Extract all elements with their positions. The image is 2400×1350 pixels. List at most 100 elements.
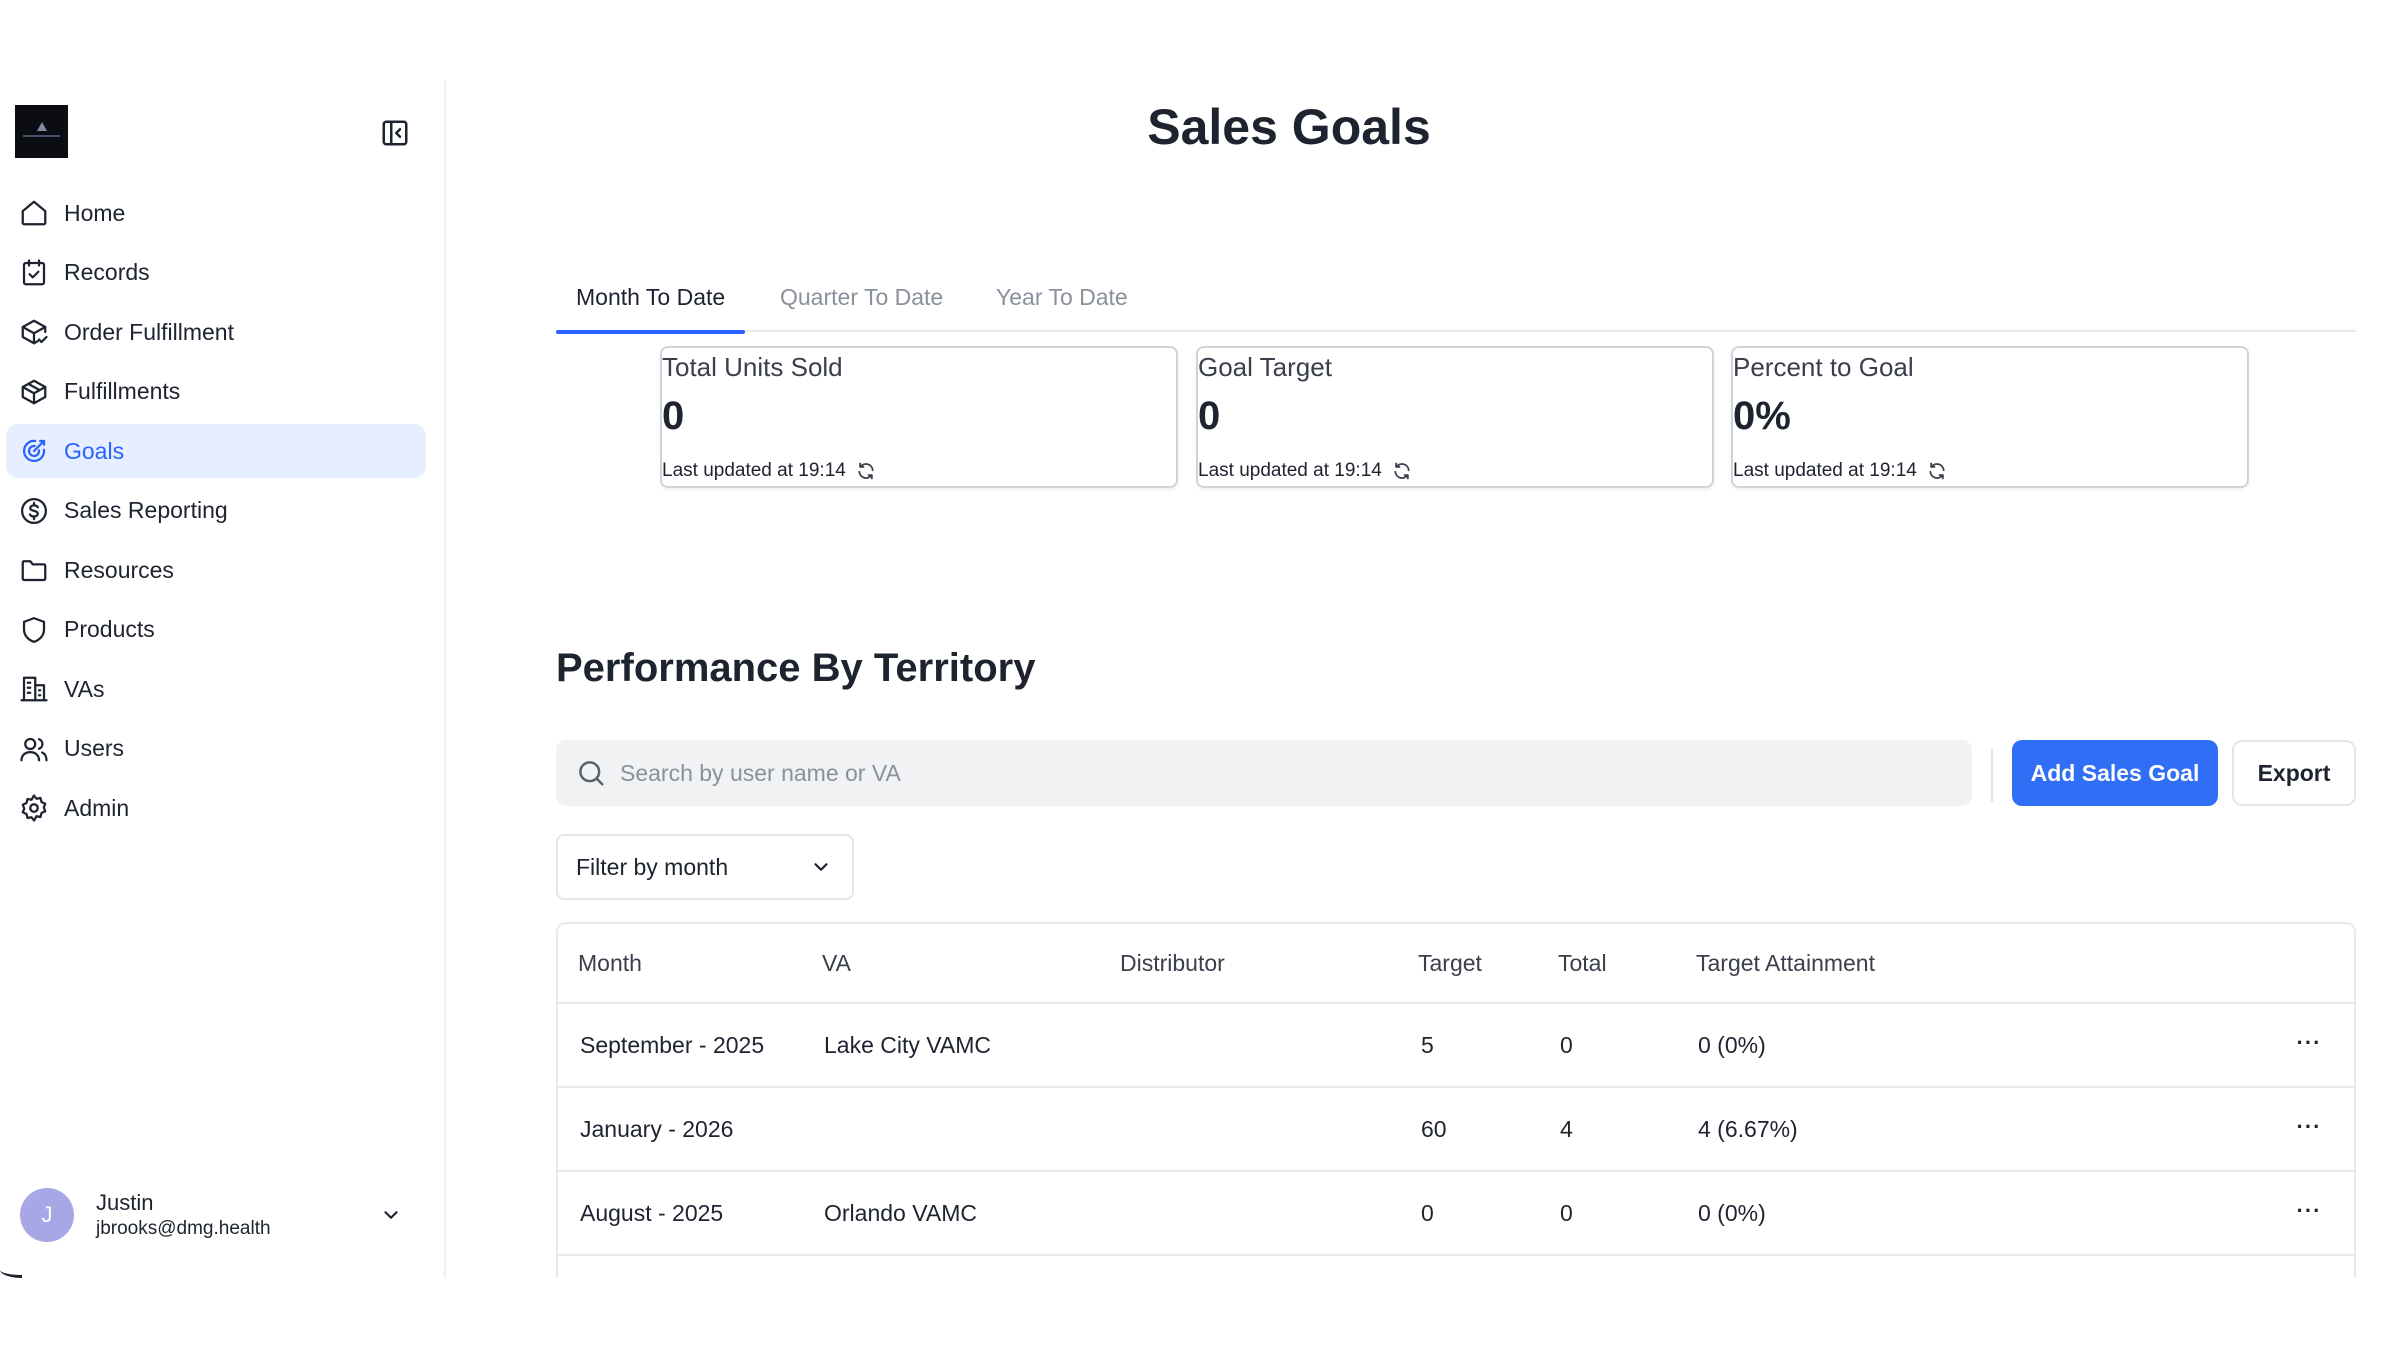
stat-updated-text: Last updated at 19:14 [662,460,846,481]
sidebar-collapse-icon [382,120,408,146]
stat-card-percent-to-goal: Percent to Goal 0% Last updated at 19:14 [1731,346,2249,488]
sidebar-item-admin[interactable]: Admin [6,781,426,835]
cell-target-attainment: 4 (6.67%) [1698,1115,1798,1142]
chevron-down-icon[interactable] [376,1200,406,1230]
filter-label: Filter by month [576,853,729,880]
stat-label: Goal Target [1198,352,1332,382]
cell-month: January - 2026 [580,1115,734,1142]
main-content: Sales Goals Month To Date Quarter To Dat… [448,80,2400,1282]
export-button[interactable]: Export [2232,740,2356,806]
page-title: Sales Goals [448,98,2400,156]
cell-total: 0 [1560,1199,1573,1226]
home-icon [18,197,50,229]
sidebar-item-label: Resources [64,556,174,583]
tab-year-to-date[interactable]: Year To Date [996,276,1128,332]
tab-label: Month To Date [576,284,726,310]
sidebar-item-records[interactable]: Records [6,246,426,300]
cell-target-attainment: 0 (0%) [1698,1031,1766,1058]
stat-value: 0 [662,394,685,438]
table-row[interactable]: January - 2026 60 4 4 (6.67%) ··· [558,1088,2354,1172]
tab-month-to-date[interactable]: Month To Date [556,276,746,334]
table-header: Month VA Distributor Target Total Target… [558,924,2354,1004]
tab-label: Quarter To Date [780,284,944,310]
users-icon [18,733,50,765]
toolbar-divider [1991,748,1993,802]
sidebar-item-goals[interactable]: Goals [6,424,426,478]
building-icon [18,673,50,705]
page-footer-space [0,1278,2400,1350]
sidebar-item-order-fulfillment[interactable]: Order Fulfillment [6,305,426,359]
more-options-icon[interactable]: ··· [2296,1198,2322,1223]
cell-va: Orlando VAMC [824,1199,977,1226]
cell-total: 4 [1560,1115,1573,1142]
folder-icon [18,554,50,586]
sidebar-collapse-button[interactable] [378,116,412,150]
package-icon [18,376,50,408]
stat-label: Percent to Goal [1733,352,1914,382]
stat-updated-text: Last updated at 19:14 [1198,460,1382,481]
user-info: Justin jbrooks@dmg.health [96,1189,376,1241]
column-header-target-attainment: Target Attainment [1696,949,1875,976]
sidebar-item-vas[interactable]: VAs [6,662,426,716]
table-row[interactable]: August - 2025 Orlando VAMC 0 0 0 (0%) ··… [558,1172,2354,1256]
more-options-icon[interactable]: ··· [2296,1030,2322,1055]
sidebar-item-label: Goals [64,437,125,464]
cell-target: 5 [1421,1031,1434,1058]
cell-month: September - 2025 [580,1031,765,1058]
stat-card-goal-target: Goal Target 0 Last updated at 19:14 [1196,346,1714,488]
tab-quarter-to-date[interactable]: Quarter To Date [780,276,943,332]
sidebar-item-products[interactable]: Products [6,603,426,657]
sidebar: Home Records Order Fulfillment Fulfillme… [0,80,446,1278]
tab-label: Year To Date [996,284,1128,310]
sidebar-item-label: Sales Reporting [64,497,228,523]
cell-total: 0 [1560,1031,1573,1058]
sidebar-item-home[interactable]: Home [6,186,426,240]
calendar-check-icon [18,257,50,289]
search-input[interactable] [620,759,1920,787]
column-header-va: VA [822,949,851,976]
stat-updated: Last updated at 19:14 [1733,460,1947,482]
cell-month: August - 2025 [580,1199,724,1226]
dollar-circle-icon [18,495,50,527]
shield-icon [18,614,50,646]
cell-target: 0 [1421,1199,1434,1226]
refresh-icon[interactable] [856,461,876,481]
sidebar-item-users[interactable]: Users [6,722,426,776]
company-logo[interactable] [15,105,68,158]
refresh-icon[interactable] [1927,461,1947,481]
sidebar-item-fulfillments[interactable]: Fulfillments [6,365,426,419]
sidebar-item-label: Users [64,735,125,761]
sidebar-item-resources[interactable]: Resources [6,543,426,597]
stat-updated: Last updated at 19:14 [1198,460,1412,482]
cell-target: 60 [1421,1115,1447,1142]
user-menu[interactable]: J Justin jbrooks@dmg.health [20,1180,420,1250]
package-check-icon [18,316,50,348]
avatar: J [20,1188,74,1242]
sidebar-item-label: Admin [64,794,130,821]
cell-target-attainment: 0 (0%) [1698,1199,1766,1226]
page-title-text: Sales Goals [1147,99,1431,155]
app-window: Home Records Order Fulfillment Fulfillme… [0,80,2400,1282]
column-header-month: Month [578,949,642,976]
add-sales-goal-button[interactable]: Add Sales Goal [2012,740,2218,806]
cell-va: Lake City VAMC [824,1031,992,1058]
sidebar-item-sales-reporting[interactable]: Sales Reporting [6,484,426,538]
refresh-icon[interactable] [1392,461,1412,481]
stat-updated: Last updated at 19:14 [662,460,876,482]
search-field[interactable] [556,740,1972,806]
stat-card-total-units-sold: Total Units Sold 0 Last updated at 19:14 [660,346,1178,488]
search-icon [579,761,604,786]
sidebar-item-label: Records [64,259,150,285]
chevron-down-icon [808,854,834,880]
logo-line [23,135,60,137]
stat-value: 0% [1733,394,1791,438]
performance-table: Month VA Distributor Target Total Target… [556,922,2356,1282]
sidebar-item-label: Order Fulfillment [64,318,234,345]
filter-by-month-select[interactable]: Filter by month [556,834,854,900]
sidebar-item-label: Home [64,199,126,226]
column-header-target: Target [1418,949,1482,976]
table-row[interactable]: September - 2025 Lake City VAMC 5 0 0 (0… [558,1004,2354,1088]
period-tabs: Month To Date Quarter To Date Year To Da… [556,276,2356,334]
sidebar-item-label: VAs [64,675,105,702]
more-options-icon[interactable]: ··· [2296,1114,2322,1139]
